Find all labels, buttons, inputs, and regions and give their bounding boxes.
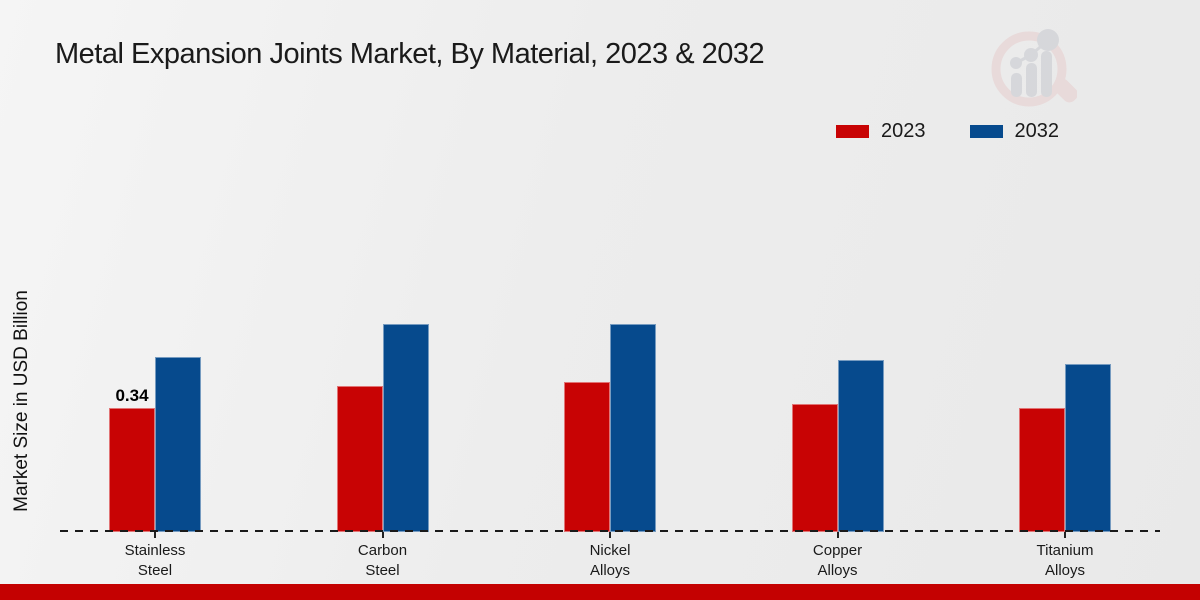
- footer-accent-bar: [0, 584, 1200, 600]
- chart-title: Metal Expansion Joints Market, By Materi…: [55, 38, 765, 70]
- x-axis-tick: [154, 532, 156, 538]
- x-axis-tick: [381, 532, 384, 538]
- bar-2023-stainless-steel: [109, 408, 155, 532]
- legend-label-2023: 2023: [881, 120, 926, 142]
- category-label-carbon-steel: Carbon Steel: [357, 542, 408, 579]
- bar-2023-copper-alloys: [791, 404, 838, 532]
- bar-2032-titanium-alloys: [1065, 364, 1111, 532]
- bar-2023-carbon-steel: [336, 386, 383, 532]
- x-axis-dashed-baseline: [60, 530, 1160, 532]
- legend-item-2032: 2032: [969, 120, 1060, 143]
- x-axis-tick: [609, 532, 611, 538]
- bar-2032-nickel-alloys: [610, 324, 656, 532]
- legend-item-2023: 2023: [836, 120, 926, 143]
- bar-2032-copper-alloys: [837, 360, 884, 532]
- legend-swatch-2032: [969, 125, 1003, 138]
- category-label-nickel-alloys: Nickel Alloys: [589, 542, 631, 579]
- legend-swatch-2023: [836, 125, 869, 138]
- x-axis-tick: [836, 532, 839, 538]
- category-label-copper-alloys: Copper Alloys: [812, 542, 863, 579]
- x-axis-tick: [1064, 532, 1066, 538]
- bar-2023-titanium-alloys: [1019, 408, 1065, 532]
- category-label-titanium-alloys: Titanium Alloys: [1036, 542, 1094, 579]
- legend-label-2032: 2032: [1014, 120, 1060, 142]
- bar-2023-nickel-alloys: [564, 382, 610, 532]
- bar-2032-carbon-steel: [382, 324, 429, 532]
- bar-data-label: 0.34: [115, 386, 149, 405]
- legend: 2023 2032: [836, 120, 1059, 143]
- category-label-stainless-steel: Stainless Steel: [124, 542, 186, 579]
- bar-2032-stainless-steel: [155, 357, 201, 532]
- market-research-future-logo-icon: [991, 29, 1077, 107]
